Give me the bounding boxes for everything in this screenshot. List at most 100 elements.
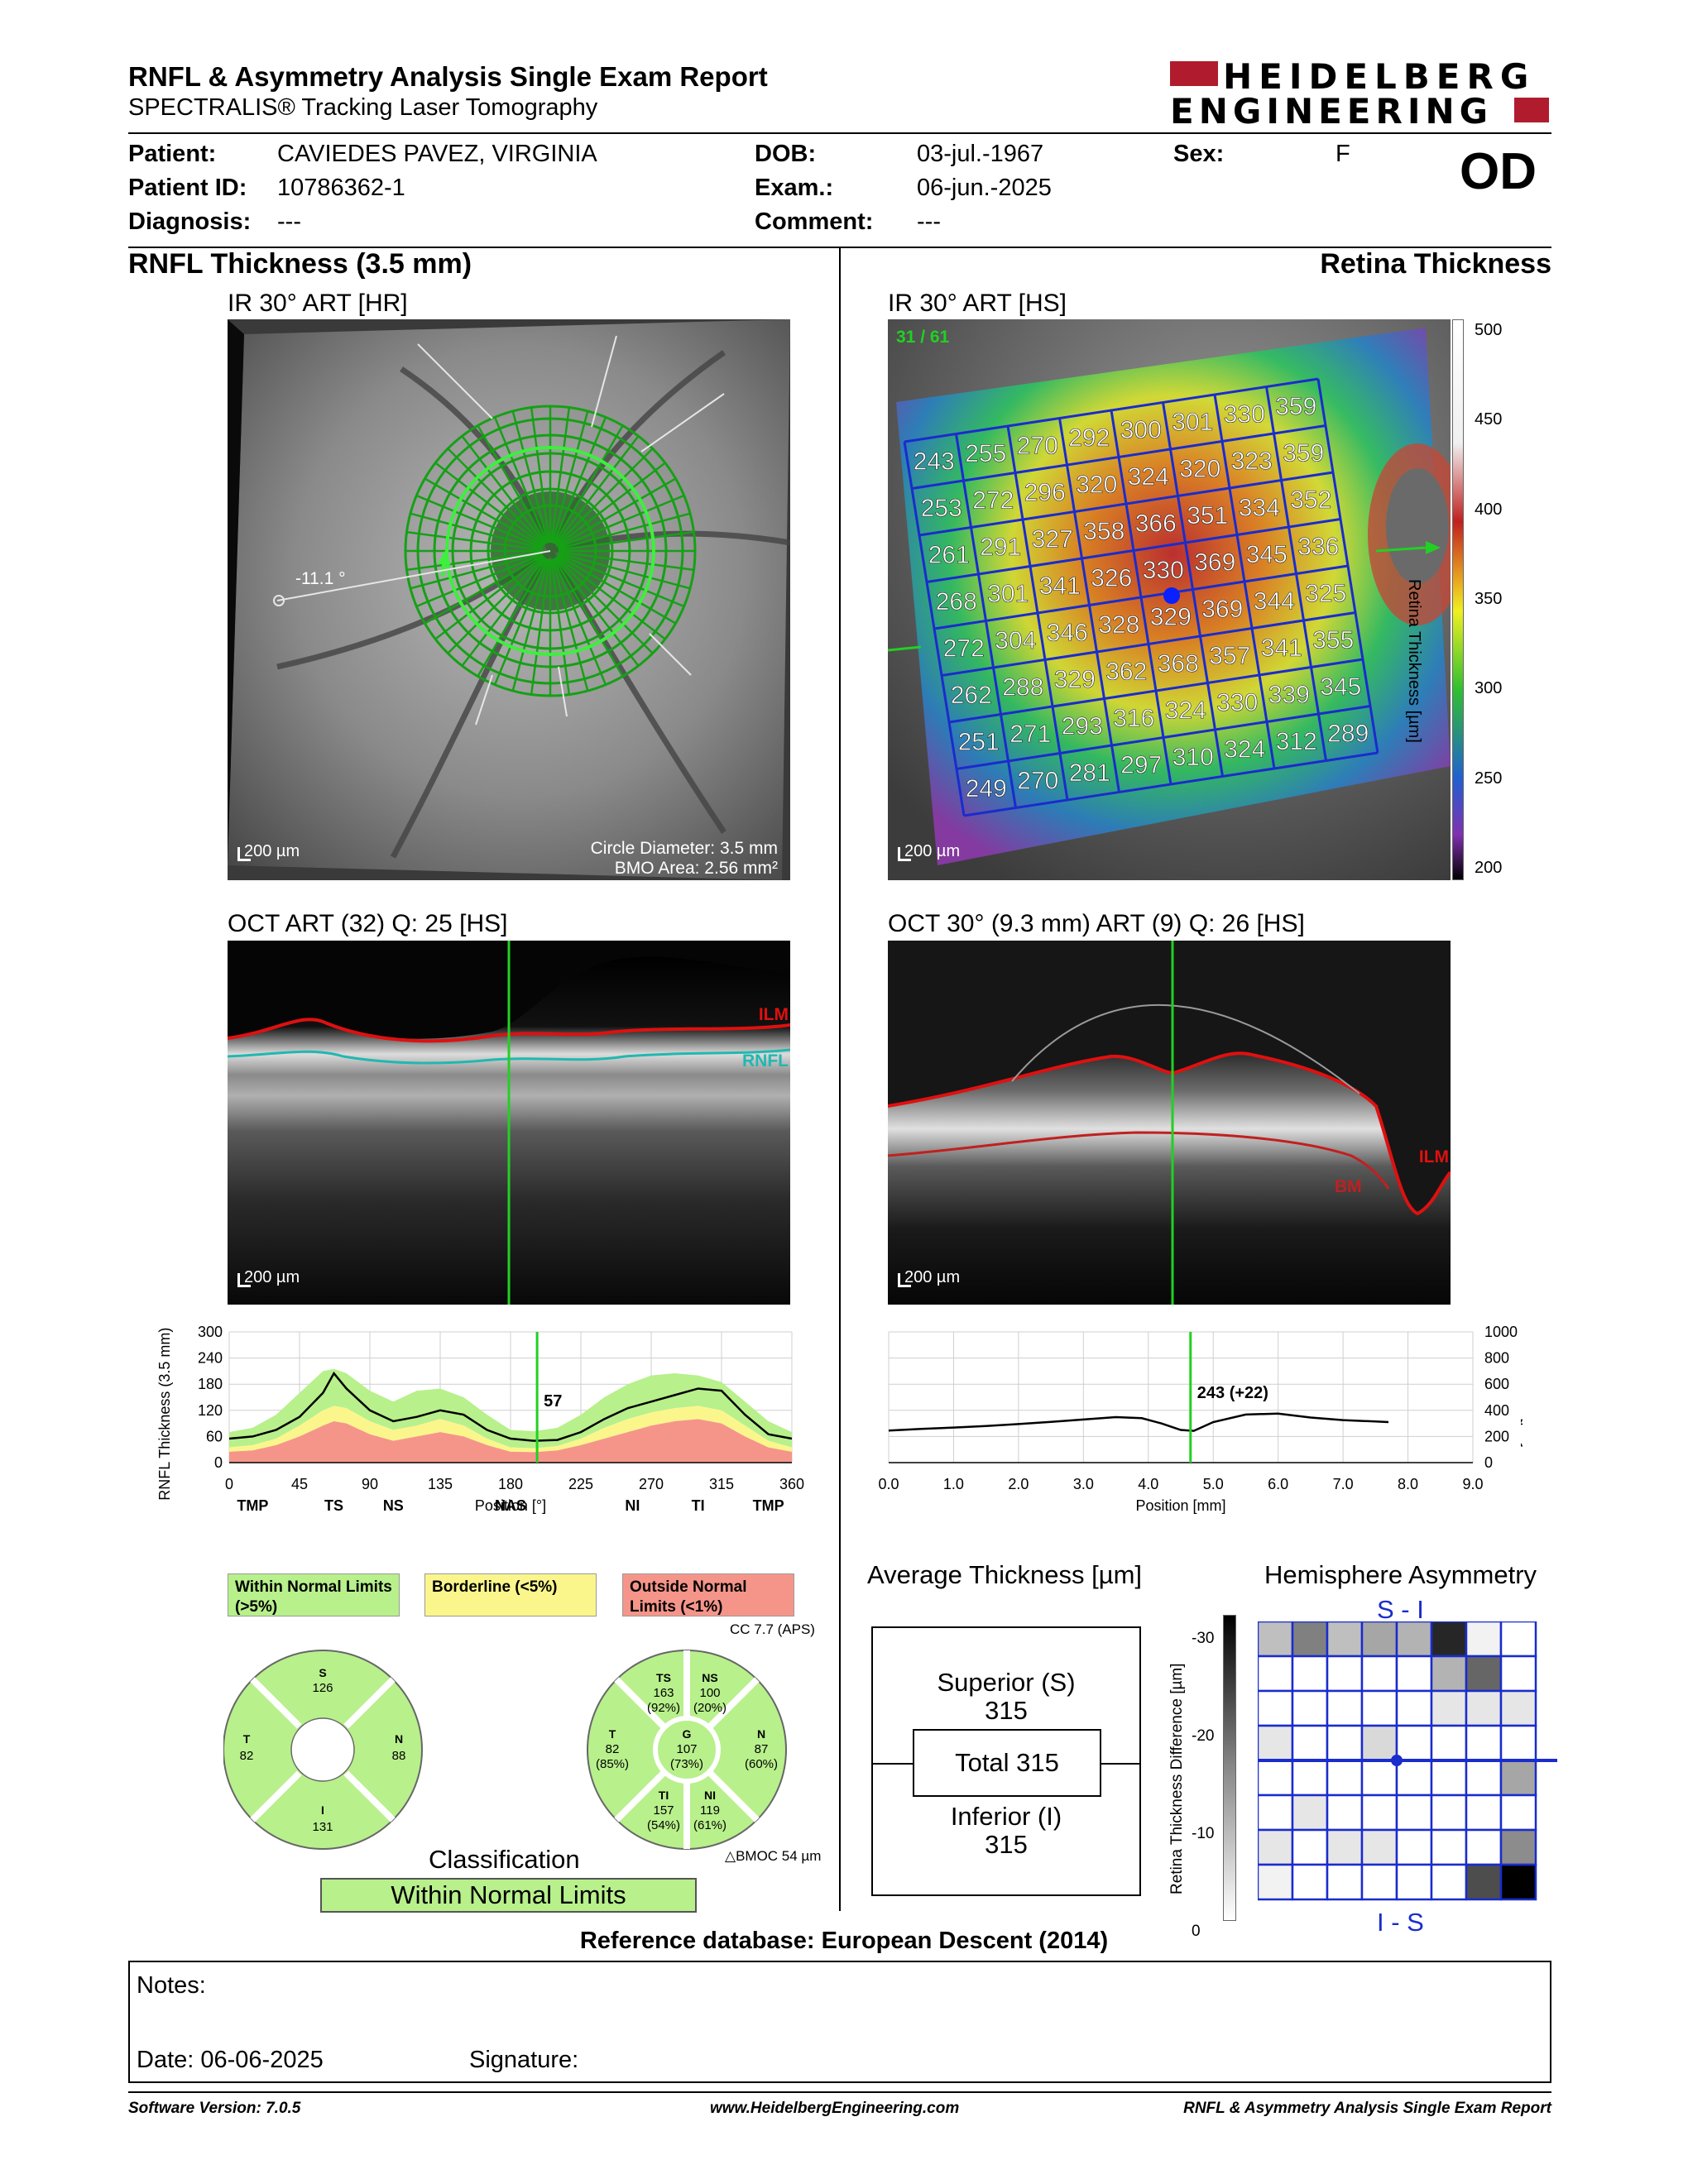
website-link[interactable]: www.HeidelbergEngineering.com	[710, 2100, 960, 2117]
pie-sector-percent: (20%)	[693, 1701, 727, 1715]
grid-value: 324	[1224, 736, 1265, 764]
retina-section-title: Retina Thickness	[1320, 248, 1551, 280]
normal-band	[229, 1368, 792, 1449]
asym-grayscale-bar	[1223, 1615, 1236, 1921]
onh-spoke	[555, 556, 654, 654]
asym-cell	[1360, 1655, 1398, 1693]
grid-value: 243	[914, 448, 955, 476]
asym-cell	[1258, 1689, 1294, 1727]
grid-value: 272	[972, 487, 1014, 515]
grid-value: 293	[1062, 713, 1103, 740]
pie-sector-name: T	[609, 1727, 616, 1741]
eye-indicator: OD	[1460, 143, 1537, 200]
logo-text-2: ENGINEERING	[1170, 91, 1494, 132]
grid-value: 316	[1113, 705, 1154, 732]
onh-spoke	[558, 512, 691, 550]
rnfl-thickness-chart: 300 240 180 120 60 00 45 90 135 180 225 270 315 360 57…	[156, 1324, 804, 1514]
asym-cell	[1258, 1655, 1294, 1693]
onh-spoke	[415, 553, 544, 608]
onh-spoke	[493, 558, 549, 686]
onh-spoke	[552, 416, 607, 544]
pie-sector-value: 119	[700, 1803, 720, 1818]
x-tick-label: 5.0	[1203, 1476, 1224, 1492]
x-axis-title: Position [mm]	[1135, 1497, 1225, 1514]
y-tick-label: 1000	[1484, 1324, 1518, 1340]
y-tick-label: 600	[1484, 1376, 1509, 1392]
onh-spoke	[554, 557, 640, 667]
report-subtitle: SPECTRALIS® Tracking Laser Tomography	[128, 94, 598, 121]
y-tick-label: 800	[1484, 1350, 1509, 1367]
bmoc-value: BMOC 54 µm	[736, 1848, 822, 1864]
dob-value: 03-jul.-1967	[917, 141, 1044, 167]
patient-id-value: 10786362-1	[277, 175, 405, 201]
onh-spoke	[558, 530, 694, 551]
footer-rule	[128, 2091, 1551, 2093]
asym-cell	[1326, 1689, 1364, 1727]
asym-top-label: S - I	[1377, 1595, 1424, 1624]
onh-spoke	[550, 407, 571, 544]
x-tick-label: 90	[362, 1476, 378, 1492]
ilm-label-left: ILM	[758, 1005, 789, 1024]
pie-sector-value: 131	[312, 1820, 333, 1834]
grid-value: 359	[1283, 440, 1324, 467]
asym-cell	[1360, 1863, 1398, 1901]
oct-bscan-right: ILM BM 200 µm	[888, 941, 1451, 1305]
grid-value: 330	[1143, 557, 1184, 584]
x-tick-label: 9.0	[1462, 1476, 1483, 1492]
date-label: Date: 06-06-2025	[137, 2047, 324, 2073]
classification-title: Classification	[429, 1845, 580, 1874]
sector-label: TMP	[237, 1497, 268, 1514]
grid-value: 341	[1261, 635, 1302, 662]
onh-spoke	[461, 435, 546, 545]
asym-cell	[1291, 1621, 1329, 1658]
grid-value: 271	[1009, 721, 1051, 748]
pie-sector-value: 82	[606, 1742, 620, 1756]
asym-cell	[1465, 1724, 1503, 1762]
asymmetry-grid	[1258, 1621, 1557, 1901]
y-tick-label: 240	[198, 1350, 223, 1367]
onh-spoke	[550, 558, 571, 695]
asym-cell	[1360, 1724, 1398, 1762]
rnfl-label-left: RNFL	[742, 1051, 789, 1070]
patient-rule	[128, 247, 1551, 248]
asym-cell	[1499, 1759, 1537, 1797]
pie-center	[653, 1716, 721, 1784]
grid-value: 352	[1290, 486, 1331, 514]
asym-cell	[1395, 1724, 1433, 1762]
onh-spoke	[415, 494, 544, 549]
grid-line	[963, 751, 1379, 817]
pie-sector-value: 126	[312, 1681, 333, 1695]
asym-tick-label: -20	[1192, 1727, 1215, 1745]
onh-spoke	[554, 435, 640, 545]
onh-spoke	[410, 552, 543, 590]
grid-value: 344	[1254, 588, 1295, 615]
cc-label: CC 7.7 (APS)	[730, 1621, 815, 1637]
grid-value: 270	[1017, 433, 1058, 460]
x-tick-label: 45	[291, 1476, 308, 1492]
colorbar-tick-label: 500	[1475, 321, 1503, 339]
asym-cell	[1291, 1863, 1329, 1901]
pie-sector-name: T	[243, 1732, 251, 1746]
x-tick-label: 2.0	[1008, 1476, 1029, 1492]
y-tick-label: 300	[198, 1324, 223, 1340]
grid-value: 270	[1017, 768, 1058, 795]
grid-value: 251	[958, 729, 1000, 756]
grid-line	[911, 424, 1326, 490]
asym-cell	[1258, 1724, 1294, 1762]
ir-fundus-image-right: 243 255 270 292 300 301 330 359 253 272 296 320 324 3…	[888, 319, 1451, 880]
asym-cell	[1360, 1621, 1398, 1658]
asym-cell	[1360, 1689, 1398, 1727]
grid-value: 345	[1246, 541, 1288, 568]
grid-value: 255	[965, 440, 1006, 467]
sector-label: TS	[324, 1497, 343, 1514]
onh-spoke	[406, 530, 543, 551]
onh-spoke	[557, 494, 685, 549]
asym-cell	[1291, 1724, 1329, 1762]
asym-cell	[1465, 1759, 1503, 1797]
y-tick-label: 0	[214, 1454, 223, 1471]
grid-value: 328	[1098, 611, 1139, 639]
oct-bscan-left: ILM RNFL 200 µm	[228, 941, 790, 1305]
grid-value: 341	[1039, 572, 1081, 600]
bm-label-right: BM	[1335, 1177, 1362, 1196]
pie-sector-percent: (60%)	[745, 1757, 778, 1771]
